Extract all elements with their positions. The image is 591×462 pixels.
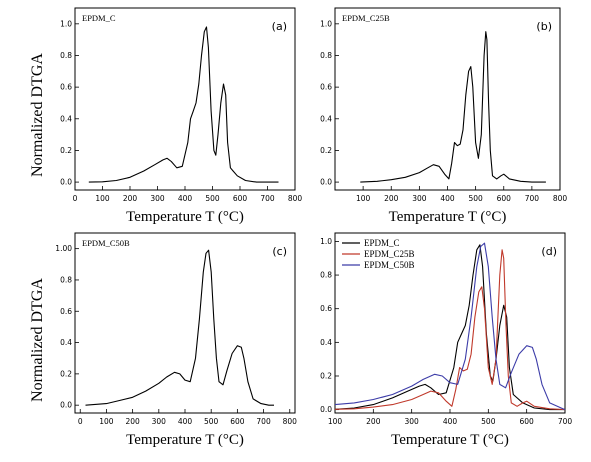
panel-a-y-tick-label: 1.0 [60,19,72,28]
panel-c-x-tick-label: 200 [125,417,140,426]
panel-b-x-tick-label: 800 [553,194,568,203]
panel-a-x-tick-label: 800 [288,194,303,203]
panel-b-x-tick-label: 500 [468,194,483,203]
panel-b-x-tick-label: 200 [384,194,399,203]
panel-b-y-tick-label: 0.8 [320,51,332,60]
panel-d-y-tick-label: 0.4 [320,338,332,347]
panel-a-x-tick-label: 400 [178,194,193,203]
panel-d-x-tick-label: 500 [481,417,496,426]
panel-b-x-tick-label: 100 [356,194,371,203]
panel-d-x-tick-label: 200 [366,417,381,426]
panel-c-x-tick-label: 400 [178,417,193,426]
panel-c-x-tick-label: 600 [230,417,245,426]
panel-c-y-tick-label: 0.2 [60,369,72,378]
panel-b-y-tick-label: 0.4 [320,114,332,123]
panel-d-panel-label: (d) [541,245,557,258]
panel-b-x-tick-label: 400 [440,194,455,203]
panel-c-y-tick-label: 0.4 [60,338,72,347]
panel-a-inner-title: EPDM_C [82,13,116,23]
panel-d-series-line-epdm-c25b [334,249,566,411]
panel-c-x-tick-label: 300 [152,417,167,426]
panel-d-x-tick-label: 700 [558,417,573,426]
panel-c-inner-title: EPDM_C50B [82,238,130,248]
panel-b-inner-title: EPDM_C25B [342,13,390,23]
panel-d-series-line-epdm-c [334,244,565,411]
panel-c-x-tick-label: 500 [204,417,219,426]
panel-b-y-tick-label: 0.0 [320,178,332,187]
panel-a-x-tick-label: 200 [123,194,138,203]
panel-c-x-tick-label: 100 [99,417,114,426]
panel-b-y-tick-label: 0.6 [320,83,332,92]
left-y-axis-label-lower: Normalized DTGA [29,278,46,402]
panel-c-series-line-0 [85,249,274,406]
panel-a-y-tick-label: 0.2 [60,146,72,155]
panel-d-x-tick-label: 600 [520,417,535,426]
panel-a-x-tick-label: 100 [95,194,110,203]
panel-b-y-tick-label: 1.0 [320,19,332,28]
panel-a-x-tick-label: 300 [150,194,165,203]
panel-a-series-line-0 [88,26,279,183]
panel-d-x-tick-label: 100 [328,417,343,426]
panel-d-legend-label: EPDM_C25B [364,249,415,259]
panel-c-x-axis-label: Temperature T (°C) [126,432,244,448]
panel-c-y-tick-label: 0.8 [60,275,72,284]
panel-d-x-tick-label: 300 [405,417,420,426]
panel-c-frame [74,232,296,414]
panel-a-x-axis-label: Temperature T (°C) [126,209,244,225]
panel-d-series-line-epdm-c50b [334,242,566,411]
panel-d-x-axis-label: Temperature T (°C) [391,432,509,448]
panel-d-x-tick-label: 400 [443,417,458,426]
panel-b-x-tick-label: 600 [497,194,512,203]
panel-c-x-tick-label: 800 [283,417,298,426]
panel-d-y-tick-label: 0.8 [320,271,332,280]
panel-c-y-tick-label: 1.00 [55,244,72,253]
panel-b-frame [334,7,561,191]
panel-d-legend-label: EPDM_C50B [364,260,415,270]
panel-a-y-tick-label: 0.4 [60,114,72,123]
panel-a-x-tick-label: 700 [260,194,275,203]
panel-d-y-tick-label: 0.0 [320,405,332,414]
panel-b-x-tick-label: 700 [525,194,540,203]
panel-d-legend-label: EPDM_C [364,238,400,248]
panel-b-x-tick-label: 300 [412,194,427,203]
panel-a-y-tick-label: 0.8 [60,51,72,60]
panel-b-panel-label: (b) [536,20,552,33]
panel-a-panel-label: (a) [272,20,287,33]
panel-a-x-tick-label: 0 [73,194,78,203]
panel-a-x-tick-label: 500 [205,194,220,203]
panel-c-x-tick-label: 0 [78,417,83,426]
left-y-axis-label-upper: Normalized DTGA [29,53,46,177]
panel-a-y-tick-label: 0.6 [60,83,72,92]
panel-a-y-tick-label: 0.0 [60,178,72,187]
panel-a-frame [74,7,296,191]
panel-d-y-tick-label: 0.6 [320,304,332,313]
panel-c-y-tick-label: 0.0 [60,401,72,410]
panel-b-x-axis-label: Temperature T (°C) [389,209,507,225]
panel-b-series-line-0 [360,31,546,183]
panel-b-y-tick-label: 0.2 [320,146,332,155]
panel-c-x-tick-label: 700 [256,417,271,426]
panel-d-y-tick-label: 1.0 [320,237,332,246]
panel-c-y-tick-label: 0.6 [60,307,72,316]
panel-d-y-tick-label: 0.2 [320,371,332,380]
panel-a-x-tick-label: 600 [233,194,248,203]
panel-c-panel-label: (c) [272,245,287,258]
